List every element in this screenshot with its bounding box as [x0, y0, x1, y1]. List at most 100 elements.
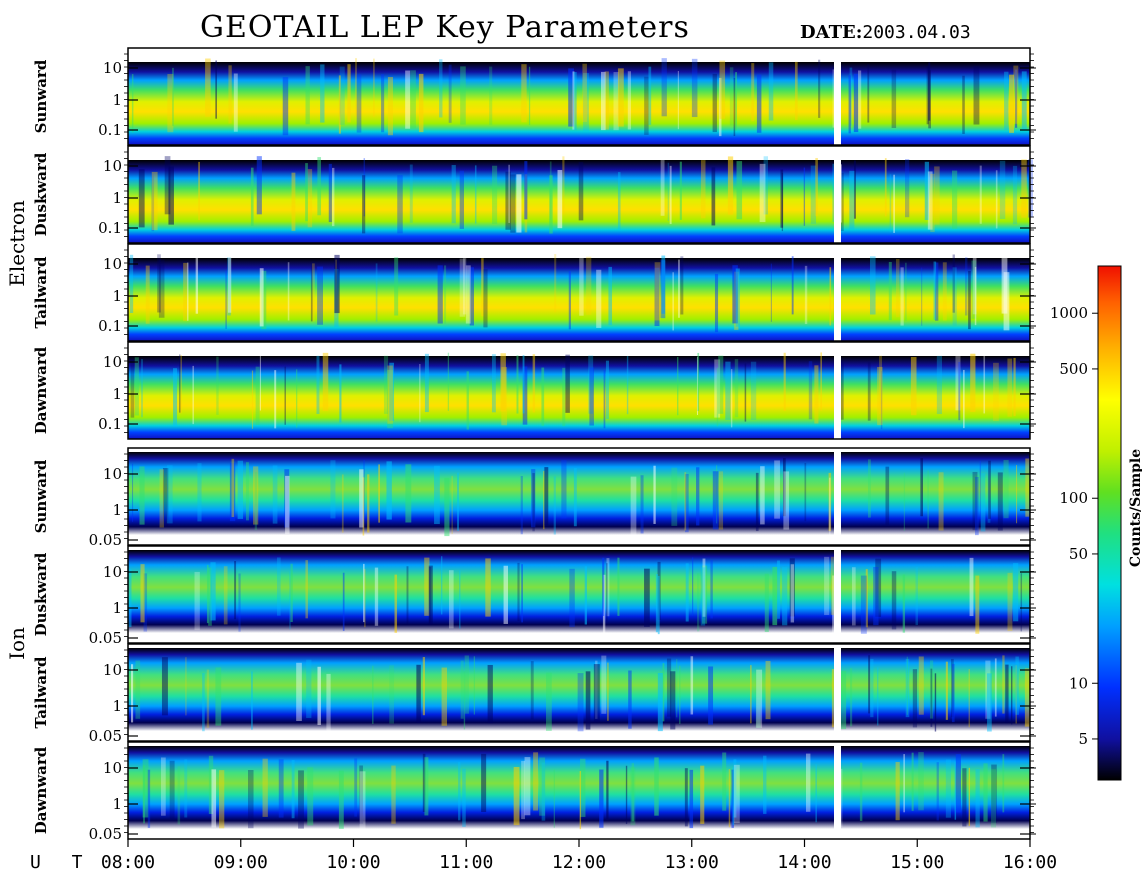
texture-stripe [1025, 458, 1030, 517]
texture-stripe [521, 760, 525, 820]
texture-stripe [338, 75, 341, 134]
texture-stripe [164, 156, 171, 215]
texture-stripe [524, 757, 531, 816]
texture-stripe [678, 259, 680, 318]
texture-stripe [553, 476, 556, 535]
texture-stripe [869, 256, 876, 315]
texture-stripe [763, 755, 767, 814]
texture-stripe [803, 167, 806, 226]
texture-stripe [867, 362, 871, 421]
texture-stripe [684, 768, 688, 827]
texture-stripe [374, 567, 379, 626]
panel-label-dawnward: Dawnward [32, 746, 50, 834]
texture-stripe [772, 566, 778, 626]
texture-stripe [437, 265, 443, 324]
texture-stripe [198, 161, 200, 221]
texture-stripe [727, 156, 734, 215]
texture-stripe [317, 266, 323, 325]
texture-stripe [179, 354, 181, 413]
texture-stripe [1024, 668, 1030, 727]
texture-stripe [630, 767, 636, 826]
texture-stripe [679, 161, 682, 220]
texture-stripe [328, 163, 332, 223]
texture-stripe [963, 369, 965, 429]
texture-stripe [157, 254, 161, 313]
texture-stripe [714, 273, 719, 333]
texture-stripe [744, 363, 747, 422]
texture-stripe [593, 664, 600, 723]
texture-stripe [272, 465, 278, 524]
texture-stripe [296, 662, 302, 721]
texture-stripe [194, 571, 200, 631]
texture-stripe [677, 357, 679, 416]
texture-stripe [440, 556, 443, 615]
texture-stripe [485, 558, 491, 617]
texture-stripe [130, 359, 135, 418]
texture-stripe [734, 359, 739, 418]
texture-stripe [781, 172, 784, 232]
x-tick-label: 09:00 [214, 852, 268, 873]
texture-stripe [733, 764, 740, 824]
panel-ion-sunward [127, 447, 1031, 546]
texture-stripe [988, 460, 991, 519]
spectrogram-band [128, 550, 1030, 633]
texture-stripe [818, 59, 821, 118]
texture-stripe [389, 665, 395, 724]
texture-stripe [521, 564, 523, 623]
texture-stripe [808, 361, 813, 420]
texture-stripe [628, 670, 632, 729]
data-gap [834, 742, 841, 839]
texture-stripe [129, 254, 134, 313]
texture-stripe [970, 353, 976, 412]
panel-frame [127, 447, 1031, 546]
y-tick-label: 1 [112, 91, 122, 109]
texture-stripe [975, 575, 980, 634]
texture-stripe [259, 268, 264, 327]
texture-stripe [955, 352, 961, 411]
texture-stripe [1013, 563, 1019, 622]
texture-stripe [1010, 666, 1013, 725]
texture-stripe [508, 164, 510, 223]
texture-stripe [666, 658, 672, 717]
texture-stripe [183, 262, 188, 322]
texture-stripe [528, 66, 531, 125]
texture-stripe [451, 475, 453, 535]
texture-stripe [731, 769, 734, 828]
texture-stripe [195, 255, 199, 314]
texture-stripe [1015, 656, 1019, 715]
texture-stripe [522, 366, 528, 425]
texture-stripe [419, 363, 421, 423]
texture-stripe [936, 355, 943, 415]
y-tick-label: 0.05 [89, 629, 122, 647]
texture-stripe [255, 366, 260, 425]
texture-stripe [985, 660, 991, 719]
texture-stripe [783, 352, 786, 411]
texture-stripe [253, 466, 259, 525]
texture-stripe [736, 161, 743, 220]
texture-stripe [653, 465, 656, 524]
texture-stripe [660, 259, 666, 318]
texture-stripe [167, 73, 174, 133]
panel-label-dawnward: Dawnward [32, 346, 50, 434]
data-gap [834, 48, 841, 145]
texture-stripe [979, 460, 982, 520]
texture-stripe [573, 468, 577, 527]
texture-stripe [765, 660, 771, 720]
texture-stripe [828, 472, 832, 532]
texture-stripe [405, 464, 412, 523]
texture-stripe [794, 61, 798, 121]
texture-stripe [428, 566, 432, 626]
texture-stripe [234, 561, 237, 620]
texture-stripe [503, 565, 509, 624]
texture-stripe [700, 160, 706, 219]
texture-stripe [489, 66, 493, 125]
texture-stripe [483, 269, 488, 328]
texture-stripe [853, 73, 859, 133]
texture-stripe [160, 757, 166, 816]
texture-stripe [291, 172, 296, 231]
texture-stripe [223, 566, 228, 625]
texture-stripe [768, 62, 774, 121]
texture-stripe [672, 272, 674, 331]
texture-stripe [305, 560, 308, 619]
y-tick-label: 10 [103, 353, 122, 371]
